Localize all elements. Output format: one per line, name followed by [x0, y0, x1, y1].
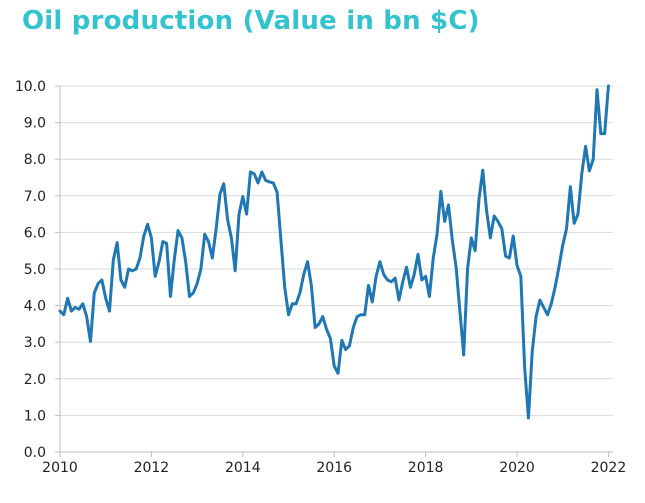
x-tick-label: 2018 [408, 460, 444, 476]
y-tick-label: 8.0 [24, 152, 46, 168]
y-tick-label: 5.0 [24, 262, 46, 278]
x-tick-label: 2020 [499, 460, 535, 476]
x-tick-label: 2022 [591, 460, 627, 476]
series-line [58, 84, 610, 420]
y-tick-label: 7.0 [24, 189, 46, 205]
y-tick-label: 6.0 [24, 225, 46, 241]
x-tick-label: 2010 [42, 460, 78, 476]
y-tick-label: 10.0 [15, 79, 46, 95]
y-tick-label: 4.0 [24, 299, 46, 315]
x-axis-tick-labels: 2010 2012 2014 2016 2018 2020 2022 [42, 460, 626, 476]
x-tick-label: 2014 [225, 460, 261, 476]
x-tick-label: 2012 [134, 460, 170, 476]
y-tick-label: 0.0 [24, 445, 46, 461]
y-tick-label: 3.0 [24, 335, 46, 351]
gridlines [60, 85, 613, 416]
series-group [58, 84, 610, 420]
y-tick-label: 2.0 [24, 372, 46, 388]
y-tick-label: 1.0 [24, 408, 46, 424]
y-axis-tick-labels: 0.0 1.0 2.0 3.0 4.0 5.0 6.0 7.0 8.0 9.0 10.0 [15, 79, 46, 461]
y-tick-label: 9.0 [24, 116, 46, 132]
axes [55, 85, 613, 457]
x-tick-label: 2016 [316, 460, 352, 476]
chart-title: Oil production (Value in bn $C) [22, 6, 480, 36]
